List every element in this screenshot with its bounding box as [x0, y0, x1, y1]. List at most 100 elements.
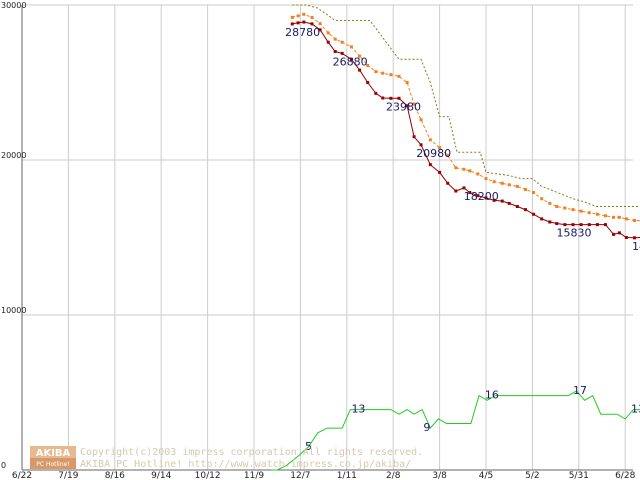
- series-0-point-16: [412, 135, 416, 139]
- series-1-point-30: [523, 187, 527, 191]
- count-label-3: 16: [485, 389, 499, 402]
- x-tick-label-11: 5/2: [525, 471, 539, 480]
- count-label-4: 17: [573, 384, 587, 397]
- series-line-3: [271, 390, 640, 471]
- series-0-point-21: [454, 189, 458, 193]
- series-0-point-40: [603, 223, 607, 227]
- series-1-point-22: [462, 167, 466, 171]
- x-tick-label-1: 7/19: [58, 471, 78, 480]
- price-label-6: 14979: [632, 240, 640, 253]
- series-0-point-29: [515, 205, 519, 208]
- x-tick-label-12: 5/31: [569, 471, 589, 480]
- series-0-point-36: [571, 223, 575, 227]
- x-tick-label-7: 1/11: [337, 471, 357, 480]
- count-label-2: 9: [423, 421, 430, 434]
- series-1-point-33: [548, 201, 552, 205]
- series-0-point-27: [500, 199, 504, 203]
- series-0-point-23: [468, 191, 472, 195]
- series-0-point-14: [397, 96, 401, 100]
- series-0-point-32: [540, 217, 544, 221]
- series-0-point-22: [462, 186, 466, 190]
- series-0-point-12: [381, 96, 385, 100]
- x-tick-label-5: 11/9: [244, 471, 264, 480]
- x-tick-label-6: 12/7: [290, 471, 310, 480]
- akiba-logo-box-top: [30, 446, 76, 458]
- x-tick-label-2: 8/16: [105, 471, 125, 480]
- url-line: AKIBA PC Hotline! http://www.watch.impre…: [80, 459, 411, 470]
- series-0-point-34: [555, 222, 559, 226]
- series-0-point-8: [349, 57, 353, 61]
- series-1-point-37: [579, 209, 583, 213]
- series-1-point-17: [419, 118, 423, 122]
- series-1-point-16: [412, 102, 416, 106]
- akiba-logo-bottom: PC Hotline!: [36, 461, 69, 468]
- series-0-point-7: [340, 51, 344, 55]
- series-1-point-8: [349, 45, 353, 49]
- series-0-point-1: [296, 21, 300, 25]
- series-1-point-21: [454, 166, 458, 170]
- series-1-point-40: [603, 214, 607, 218]
- series-0-point-17: [419, 143, 423, 147]
- series-0-point-25: [484, 196, 488, 200]
- series-1-point-2: [302, 12, 306, 16]
- x-tick-label-4: 10/12: [195, 471, 221, 480]
- y-tick-label-2: 20000: [1, 151, 26, 160]
- series-1-point-41: [612, 215, 616, 219]
- y-tick-label-3: 30000: [1, 1, 26, 10]
- count-label-0: 5: [305, 440, 312, 453]
- series-1-point-24: [476, 172, 480, 176]
- series-0-point-10: [366, 81, 370, 84]
- price-label-2: 23980: [386, 100, 421, 113]
- series-0-point-28: [507, 201, 511, 205]
- series-lines: [271, 4, 640, 471]
- y-tick-label-1: 10000: [1, 306, 26, 315]
- series-0-point-2: [302, 20, 306, 24]
- series-0-point-4: [318, 28, 322, 32]
- series-1-point-14: [397, 74, 401, 78]
- series-1-point-12: [381, 71, 385, 75]
- series-1-point-19: [438, 146, 442, 150]
- series-1-point-42: [617, 215, 621, 219]
- series-0-point-38: [587, 223, 591, 227]
- series-0-point-13: [389, 96, 393, 100]
- series-1-point-36: [571, 208, 575, 212]
- y-tick-labels: 0 10000 20000 30000: [1, 1, 26, 470]
- series-line-1: [292, 13, 640, 221]
- axes: [21, 5, 633, 471]
- series-0-point-33: [548, 220, 552, 224]
- series-1-point-38: [587, 211, 591, 215]
- series-0-point-31: [532, 212, 536, 216]
- price-label-0: 28780: [285, 26, 320, 39]
- series-0-point-44: [632, 236, 636, 240]
- series-0-point-9: [358, 68, 362, 72]
- copyright-watermark: AKIBA PC Hotline! Copyright(c)2003 impre…: [30, 446, 423, 470]
- price-label-3: 20980: [416, 147, 451, 160]
- series-0-point-24: [476, 194, 480, 198]
- series-1-point-26: [492, 180, 496, 184]
- x-tick-label-8: 2/8: [386, 471, 401, 480]
- series-0-point-30: [523, 208, 527, 212]
- series-0-point-37: [579, 223, 583, 227]
- x-tick-label-0: 6/22: [12, 471, 32, 480]
- price-label-1: 26880: [333, 55, 368, 68]
- y-tick-label-0: 0: [1, 461, 6, 470]
- series-0-point-15: [405, 104, 409, 108]
- series-1-point-39: [595, 212, 599, 216]
- price-label-5: 15830: [557, 227, 592, 240]
- series-1-point-13: [389, 73, 393, 77]
- series-1-point-34: [555, 205, 559, 208]
- series-1-point-28: [507, 183, 511, 187]
- shop-count-labels: 513916171315: [305, 384, 640, 453]
- price-data-labels: 2878026880239802098018200158301497913950: [285, 26, 640, 253]
- series-0-point-3: [310, 22, 314, 26]
- series-0-point-6: [333, 50, 337, 53]
- x-tick-label-3: 9/14: [151, 471, 171, 480]
- series-1-point-20: [446, 153, 450, 157]
- series-1-point-4: [318, 22, 322, 26]
- series-1-point-3: [310, 15, 314, 19]
- series-1-point-9: [358, 54, 362, 58]
- count-label-5: 13: [631, 403, 640, 416]
- series-0-point-42: [617, 231, 621, 235]
- series-0-point-0: [290, 22, 294, 26]
